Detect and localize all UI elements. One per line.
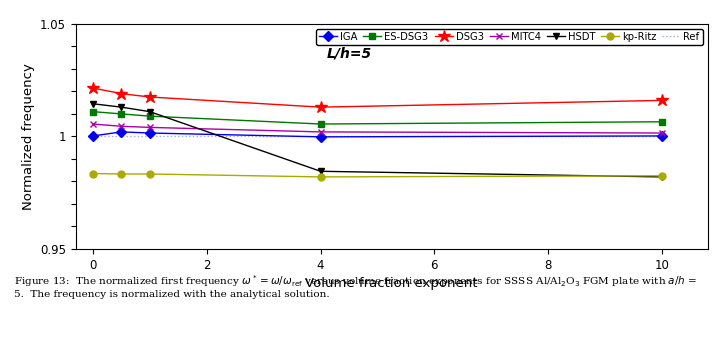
kp-Ritz [89, 172, 97, 176]
DSG3 [89, 86, 97, 90]
MITC4 [117, 124, 126, 128]
X-axis label: Volume fraction exponent: Volume fraction exponent [305, 277, 478, 290]
DSG3 [145, 95, 154, 99]
IGA [658, 134, 666, 138]
IGA [145, 131, 154, 135]
MITC4 [658, 131, 666, 135]
ES-DSG3 [145, 114, 154, 118]
Text: Figure 13:  The normalized first frequency $\omega^* = \omega/\omega_{\rm ref}$ : Figure 13: The normalized first frequenc… [14, 273, 697, 299]
kp-Ritz [117, 172, 126, 176]
ES-DSG3 [316, 122, 325, 126]
IGA [316, 135, 325, 139]
Line: HSDT: HSDT [90, 100, 666, 180]
IGA [89, 134, 97, 138]
MITC4 [316, 130, 325, 134]
DSG3 [658, 98, 666, 102]
Line: IGA: IGA [90, 129, 666, 140]
Y-axis label: Normalized frequency: Normalized frequency [22, 63, 35, 210]
Text: L/h=5: L/h=5 [326, 46, 372, 60]
DSG3 [117, 92, 126, 96]
kp-Ritz [145, 172, 154, 176]
Legend: IGA, ES-DSG3, DSG3, MITC4, HSDT, kp-Ritz, Ref: IGA, ES-DSG3, DSG3, MITC4, HSDT, kp-Ritz… [316, 29, 703, 45]
MITC4 [89, 122, 97, 126]
HSDT [145, 109, 154, 114]
HSDT [117, 105, 126, 109]
Line: MITC4: MITC4 [90, 121, 666, 136]
ES-DSG3 [89, 109, 97, 114]
Line: ES-DSG3: ES-DSG3 [90, 108, 666, 128]
HSDT [316, 169, 325, 173]
MITC4 [145, 125, 154, 130]
kp-Ritz [658, 174, 666, 178]
HSDT [89, 102, 97, 106]
IGA [117, 130, 126, 134]
DSG3 [316, 105, 325, 109]
Line: DSG3: DSG3 [87, 82, 669, 114]
Line: kp-Ritz: kp-Ritz [90, 170, 666, 180]
kp-Ritz [316, 175, 325, 179]
ES-DSG3 [658, 120, 666, 124]
HSDT [658, 175, 666, 179]
ES-DSG3 [117, 112, 126, 116]
